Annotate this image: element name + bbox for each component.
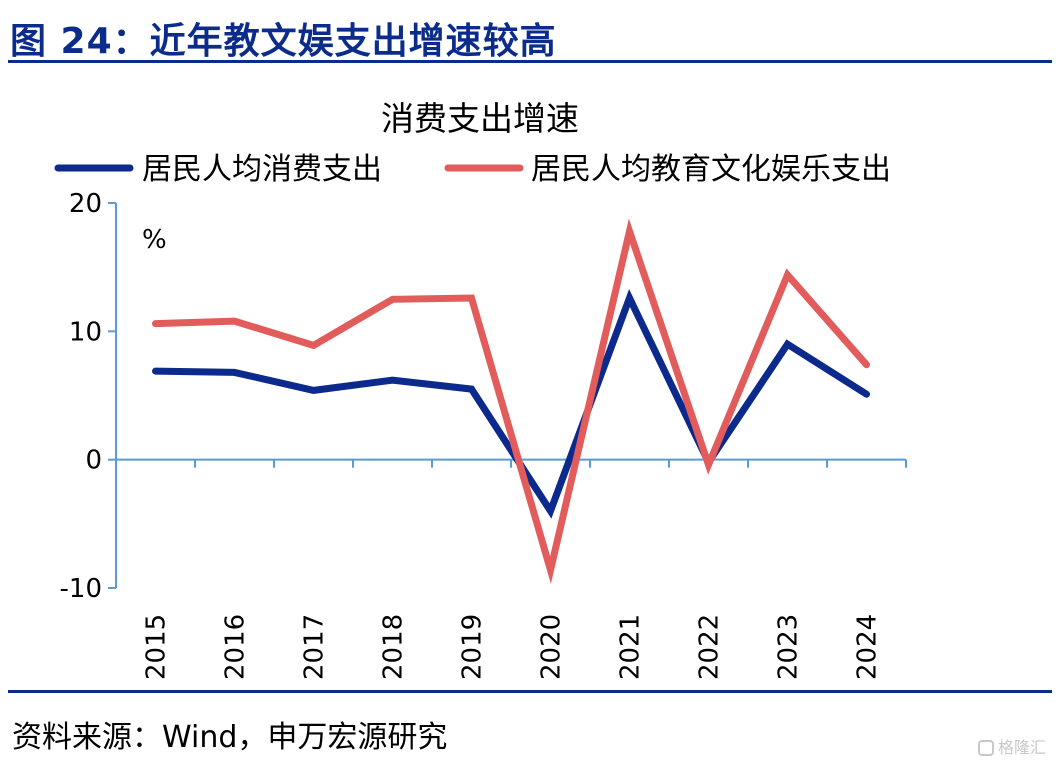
watermark: 格隆汇 (978, 734, 1046, 758)
x-tick-label: 2020 (537, 614, 567, 680)
footer-divider (8, 690, 1052, 693)
chart-title: 消费支出增速 (381, 99, 579, 138)
source-note: 资料来源：Wind，申万宏源研究 (12, 720, 448, 755)
watermark-text: 格隆汇 (998, 738, 1047, 757)
line-chart: 消费支出增速 居民人均消费支出 居民人均教育文化娱乐支出 % -100102020… (54, 99, 907, 680)
x-tick-label: 2024 (853, 614, 883, 680)
x-tick-label: 2021 (616, 614, 646, 680)
x-tick-label: 2015 (142, 614, 172, 680)
y-tick-label: 10 (69, 317, 102, 347)
series-line-2 (152, 218, 870, 584)
figure-title: 图 24：近年教文娱支出增速较高 (10, 21, 557, 62)
x-tick-label: 2023 (774, 614, 804, 680)
y-tick-label: -10 (60, 574, 102, 604)
plot-area: -10 0 10 20 2015 2016 2017 2018 2019 2020 2021 2022… (60, 189, 907, 680)
x-tick-label: 2017 (300, 614, 330, 680)
legend-label-1: 居民人均消费支出 (142, 152, 382, 187)
x-tick-label: 2018 (379, 614, 409, 680)
series-line-1 (152, 289, 870, 519)
x-tick-label: 2016 (221, 614, 251, 680)
x-tick-label: 2019 (458, 614, 488, 680)
unit-label: % (142, 225, 167, 255)
watermark-logo-icon (978, 740, 994, 756)
title-divider (8, 60, 1052, 63)
y-tick-label: 20 (69, 189, 102, 219)
x-tick-label: 2022 (695, 614, 725, 680)
legend: 居民人均消费支出 居民人均教育文化娱乐支出 (54, 152, 891, 187)
legend-label-2: 居民人均教育文化娱乐支出 (531, 152, 891, 187)
y-tick-label: 0 (85, 446, 102, 476)
